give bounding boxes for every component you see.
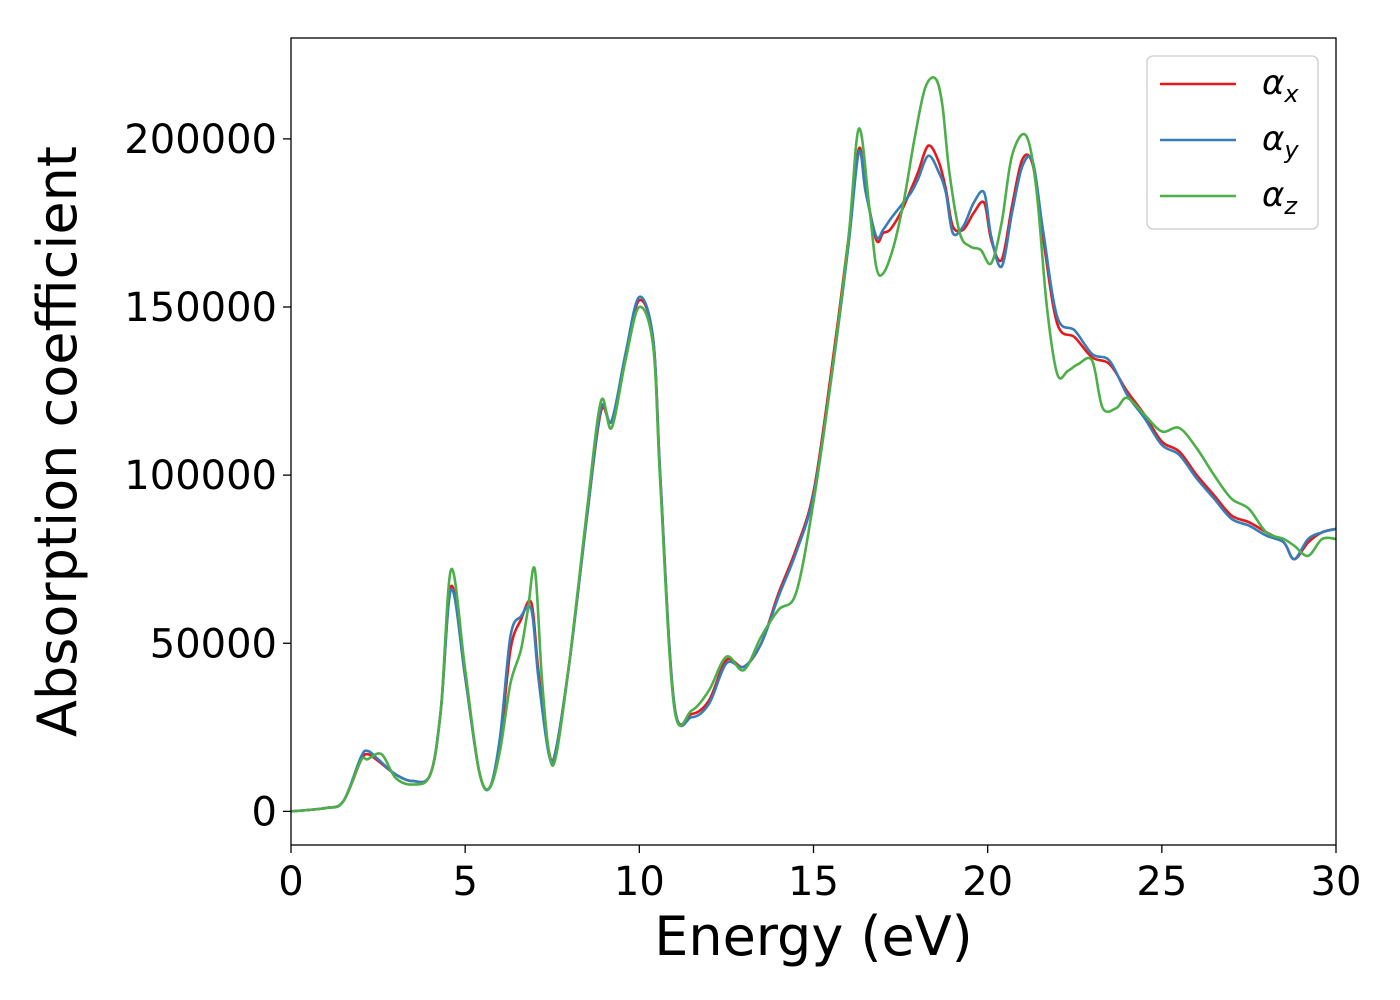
y-axis-label: Absorption coefficient bbox=[26, 146, 89, 737]
x-axis-ticks: 0 5 10 15 20 25 30 bbox=[278, 845, 1361, 905]
y-tick-label: 50000 bbox=[150, 621, 277, 667]
legend: αx αy αz bbox=[1146, 55, 1319, 230]
x-tick-label: 5 bbox=[452, 859, 477, 905]
x-tick-label: 30 bbox=[1311, 859, 1362, 905]
y-axis-ticks: 0 50000 100000 150000 200000 bbox=[124, 117, 291, 835]
y-tick-label: 100000 bbox=[124, 453, 277, 499]
x-tick-label: 25 bbox=[1136, 859, 1187, 905]
series-layer bbox=[291, 76, 1336, 813]
x-tick-label: 15 bbox=[788, 859, 839, 905]
legend-box bbox=[1146, 55, 1319, 230]
x-tick-label: 0 bbox=[278, 859, 303, 905]
legend-label-z: αz bbox=[1262, 175, 1298, 220]
series-line-z bbox=[291, 76, 1336, 813]
y-tick-label: 150000 bbox=[124, 285, 277, 331]
x-tick-label: 20 bbox=[962, 859, 1013, 905]
y-tick-label: 0 bbox=[252, 789, 277, 835]
legend-label-x: αx bbox=[1262, 63, 1299, 108]
legend-label-y: αy bbox=[1262, 119, 1299, 164]
y-tick-label: 200000 bbox=[124, 117, 277, 163]
x-tick-label: 10 bbox=[614, 859, 665, 905]
x-axis-label: Energy (eV) bbox=[654, 905, 973, 968]
